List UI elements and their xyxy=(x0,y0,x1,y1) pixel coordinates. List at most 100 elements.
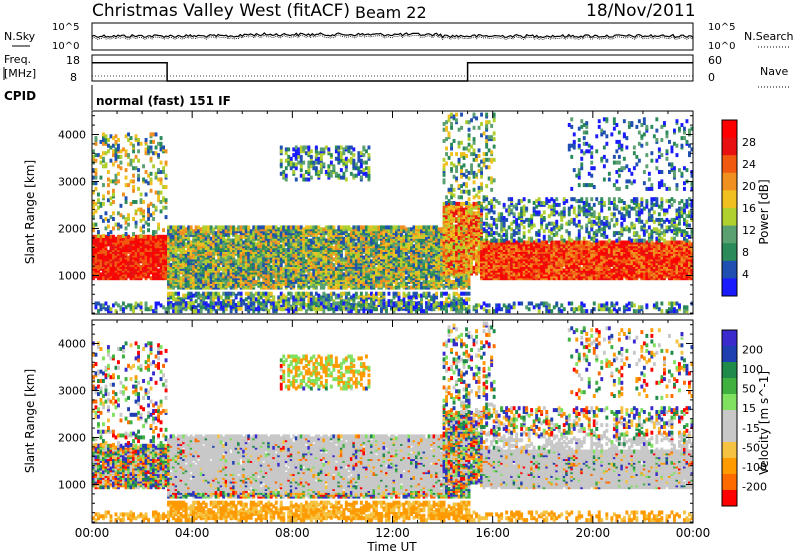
heatmap-cell xyxy=(92,149,95,154)
heatmap-cell xyxy=(119,160,123,165)
heatmap-cell xyxy=(99,154,103,159)
heatmap-cell xyxy=(279,263,283,267)
heatmap-cell xyxy=(162,166,165,171)
heatmap-cell xyxy=(279,231,283,236)
heatmap-cell xyxy=(332,246,336,251)
heatmap-cell xyxy=(194,268,198,273)
heatmap-cell xyxy=(139,198,143,203)
heatmap-cell xyxy=(262,231,266,236)
heatmap-cell xyxy=(257,295,261,300)
heatmap-cell xyxy=(279,158,283,163)
heatmap-cell xyxy=(354,291,358,296)
heatmap-cell xyxy=(400,225,403,230)
heatmap-cell xyxy=(107,218,110,223)
heatmap-cell xyxy=(329,306,333,311)
heatmap-cell xyxy=(214,291,218,296)
heatmap-cell xyxy=(227,225,231,230)
heatmap-cell xyxy=(107,249,110,254)
heatmap-cell xyxy=(257,231,261,236)
heatmap-cell xyxy=(442,291,446,296)
heatmap-cell xyxy=(182,278,186,282)
heatmap-cell xyxy=(284,173,288,178)
heatmap-cell xyxy=(400,272,403,277)
heatmap-cell xyxy=(97,233,100,238)
heatmap-cell xyxy=(127,234,130,239)
heatmap-cell xyxy=(372,293,376,298)
heatmap-cell xyxy=(124,175,128,180)
heatmap-cell xyxy=(347,291,351,296)
heatmap-cell xyxy=(287,291,291,296)
heatmap-cell xyxy=(450,279,453,284)
heatmap-cell xyxy=(112,217,115,221)
heatmap-cell xyxy=(227,255,231,260)
heatmap-cell xyxy=(440,255,443,260)
heatmap-cell xyxy=(102,138,105,142)
heatmap-cell xyxy=(279,299,283,304)
heatmap-cell xyxy=(109,272,113,277)
heatmap-cell xyxy=(262,266,266,271)
heatmap-cell xyxy=(237,234,241,239)
heatmap-cell xyxy=(337,240,341,245)
heatmap-cell xyxy=(442,283,446,288)
heatmap-cell xyxy=(144,192,148,197)
heatmap-cell xyxy=(339,291,343,296)
heatmap-cell xyxy=(232,253,236,258)
heatmap-cell xyxy=(412,281,416,286)
heatmap-cell xyxy=(202,270,206,275)
heatmap-cell xyxy=(144,170,148,174)
heatmap-cell xyxy=(157,194,160,199)
heatmap-cell xyxy=(162,185,165,189)
heatmap-cell xyxy=(157,168,160,173)
heatmap-cell xyxy=(159,268,163,273)
heatmap-cell xyxy=(274,259,278,264)
noise-sky-line xyxy=(91,32,694,39)
heatmap-cell xyxy=(407,291,411,296)
heatmap-cell xyxy=(209,263,213,267)
heatmap-cell xyxy=(97,198,100,203)
heatmap-cell xyxy=(242,263,246,267)
heatmap-cell xyxy=(229,291,233,296)
heatmap-cell xyxy=(249,297,253,302)
heatmap-cell xyxy=(97,230,100,235)
heatmap-cell xyxy=(402,274,406,279)
heatmap-cell xyxy=(282,255,286,260)
heatmap-cell xyxy=(362,225,366,230)
heatmap-cell xyxy=(94,141,98,146)
heatmap-cell xyxy=(289,295,293,300)
heatmap-cell xyxy=(112,200,115,204)
heatmap-cell xyxy=(425,279,428,284)
heatmap-cell xyxy=(247,225,251,230)
heatmap-cell xyxy=(152,139,155,144)
heatmap-cell xyxy=(112,153,115,158)
heatmap-cell xyxy=(129,141,133,146)
heatmap-cell xyxy=(142,230,145,235)
heatmap-cell xyxy=(452,291,456,296)
heatmap-cell xyxy=(279,171,283,176)
heatmap-cell xyxy=(217,291,221,296)
heatmap-cell xyxy=(197,274,201,279)
heatmap-cell xyxy=(174,297,178,302)
heatmap-cell xyxy=(94,136,98,141)
heatmap-cell xyxy=(294,225,298,230)
heatmap-cell xyxy=(109,201,113,206)
heatmap-cell xyxy=(352,297,356,302)
heatmap-cell xyxy=(184,249,188,254)
heatmap-cell xyxy=(435,274,438,279)
heatmap-cell xyxy=(134,220,138,225)
heatmap-cell xyxy=(187,283,191,288)
heatmap-cell xyxy=(437,227,441,232)
heatmap-cell xyxy=(174,225,178,230)
heatmap-cell xyxy=(357,257,361,262)
heatmap-cell xyxy=(425,225,428,230)
heatmap-cell xyxy=(194,299,198,304)
heatmap-cell xyxy=(297,264,301,269)
nsky-label: N.Sky xyxy=(4,30,36,43)
heatmap-cell xyxy=(269,291,273,296)
heatmap-cell xyxy=(252,297,256,302)
heatmap-cell xyxy=(239,306,243,311)
heatmap-cell xyxy=(97,153,100,158)
noise-left-tick-top: 10^5 xyxy=(52,22,79,33)
heatmap-cell xyxy=(259,291,263,296)
heatmap-cell xyxy=(367,293,371,298)
heatmap-cell xyxy=(259,242,263,247)
